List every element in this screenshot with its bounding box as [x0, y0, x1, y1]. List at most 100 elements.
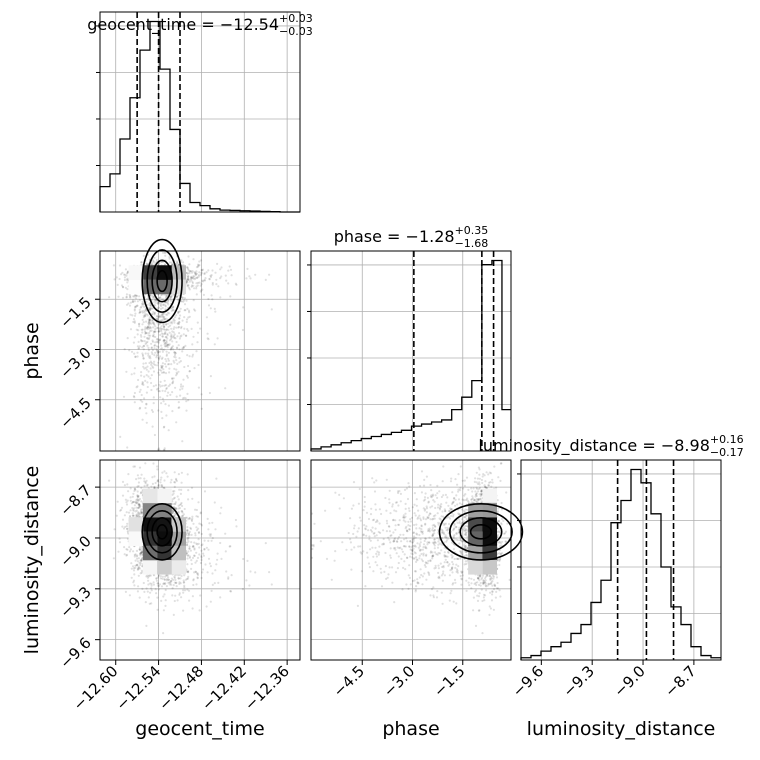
scatter-point	[170, 333, 173, 336]
scatter-point	[170, 583, 173, 586]
scatter-point	[144, 379, 147, 382]
scatter-point	[186, 538, 189, 541]
scatter-point	[188, 311, 191, 314]
scatter-point	[154, 325, 157, 328]
scatter-point	[191, 556, 195, 560]
scatter-point	[134, 306, 137, 309]
scatter-point	[160, 313, 163, 316]
scatter-point	[144, 332, 147, 335]
scatter-point	[217, 581, 220, 585]
scatter-point	[153, 360, 156, 363]
scatter-point	[173, 481, 176, 484]
scatter-point	[195, 583, 198, 586]
scatter-point	[133, 300, 136, 303]
scatter-point	[166, 346, 169, 349]
scatter-point	[164, 588, 167, 592]
scatter-point	[160, 599, 163, 603]
scatter-point	[183, 396, 186, 399]
scatter-point	[142, 365, 145, 368]
scatter-point	[140, 340, 143, 343]
scatter-point	[158, 338, 162, 341]
scatter-point	[167, 325, 170, 328]
scatter-point	[167, 404, 170, 407]
scatter-point	[147, 338, 150, 341]
scatter-point	[129, 295, 132, 298]
scatter-point	[200, 272, 203, 275]
scatter-point	[152, 260, 155, 263]
scatter-point	[179, 503, 183, 506]
scatter-point	[157, 345, 160, 349]
scatter-point	[185, 320, 188, 324]
scatter-point	[196, 341, 199, 344]
scatter-point	[177, 310, 180, 313]
scatter-point	[146, 576, 149, 579]
scatter-point	[156, 596, 159, 599]
scatter-point	[143, 477, 146, 480]
scatter-point	[172, 497, 175, 500]
scatter-point	[138, 407, 141, 410]
scatter-point	[180, 510, 183, 513]
scatter-point	[196, 263, 200, 266]
scatter-point	[130, 502, 133, 505]
scatter-point	[163, 486, 166, 489]
scatter-point	[141, 346, 144, 349]
scatter-point	[146, 381, 149, 384]
scatter-point	[188, 516, 191, 520]
scatter-point	[201, 279, 204, 282]
scatter-point	[192, 299, 195, 302]
scatter-point	[144, 462, 147, 465]
scatter-point	[193, 275, 196, 278]
scatter-point	[191, 281, 194, 285]
scatter-point	[169, 481, 172, 484]
scatter-point	[131, 506, 134, 510]
scatter-point	[200, 576, 203, 580]
scatter-point	[147, 322, 150, 325]
scatter-point	[170, 322, 174, 325]
scatter-point	[200, 549, 203, 552]
scatter-point	[167, 578, 170, 581]
scatter-point	[135, 549, 139, 553]
scatter-point	[182, 589, 185, 592]
scatter-point	[150, 346, 153, 349]
scatter-point	[125, 503, 129, 506]
scatter-point	[171, 511, 174, 514]
scatter-point	[137, 323, 141, 326]
scatter-point	[183, 584, 186, 587]
scatter-point	[143, 335, 146, 338]
scatter-point	[177, 574, 180, 577]
scatter-point	[138, 390, 141, 393]
scatter-point	[174, 507, 177, 510]
scatter-point	[175, 359, 178, 362]
scatter-point	[177, 322, 181, 326]
scatter-point	[112, 264, 115, 267]
scatter-point	[138, 322, 141, 325]
scatter-point	[140, 509, 143, 512]
scatter-point	[141, 355, 145, 358]
scatter-point	[197, 386, 200, 389]
scatter-point	[171, 498, 174, 501]
scatter-point	[171, 377, 174, 380]
scatter-point	[129, 548, 132, 551]
scatter-point	[169, 335, 172, 338]
scatter-point	[133, 553, 136, 557]
scatter-point	[150, 374, 153, 377]
scatter-point	[186, 285, 189, 288]
scatter-point	[192, 545, 195, 548]
scatter-point	[173, 512, 177, 515]
scatter-point	[189, 526, 192, 530]
scatter-point	[126, 281, 129, 284]
scatter-point	[186, 281, 189, 284]
scatter-point	[188, 280, 191, 283]
scatter-point	[200, 283, 203, 286]
scatter-point	[145, 341, 148, 344]
scatter-point	[123, 553, 126, 556]
scatter-point	[173, 575, 176, 578]
scatter-point	[209, 275, 213, 279]
scatter-point	[200, 393, 203, 396]
scatter-point	[125, 296, 128, 299]
scatter-point	[132, 465, 135, 468]
scatter-point	[207, 539, 210, 543]
scatter-point	[191, 353, 195, 356]
scatter-point	[173, 321, 176, 324]
scatter-point	[167, 359, 170, 362]
